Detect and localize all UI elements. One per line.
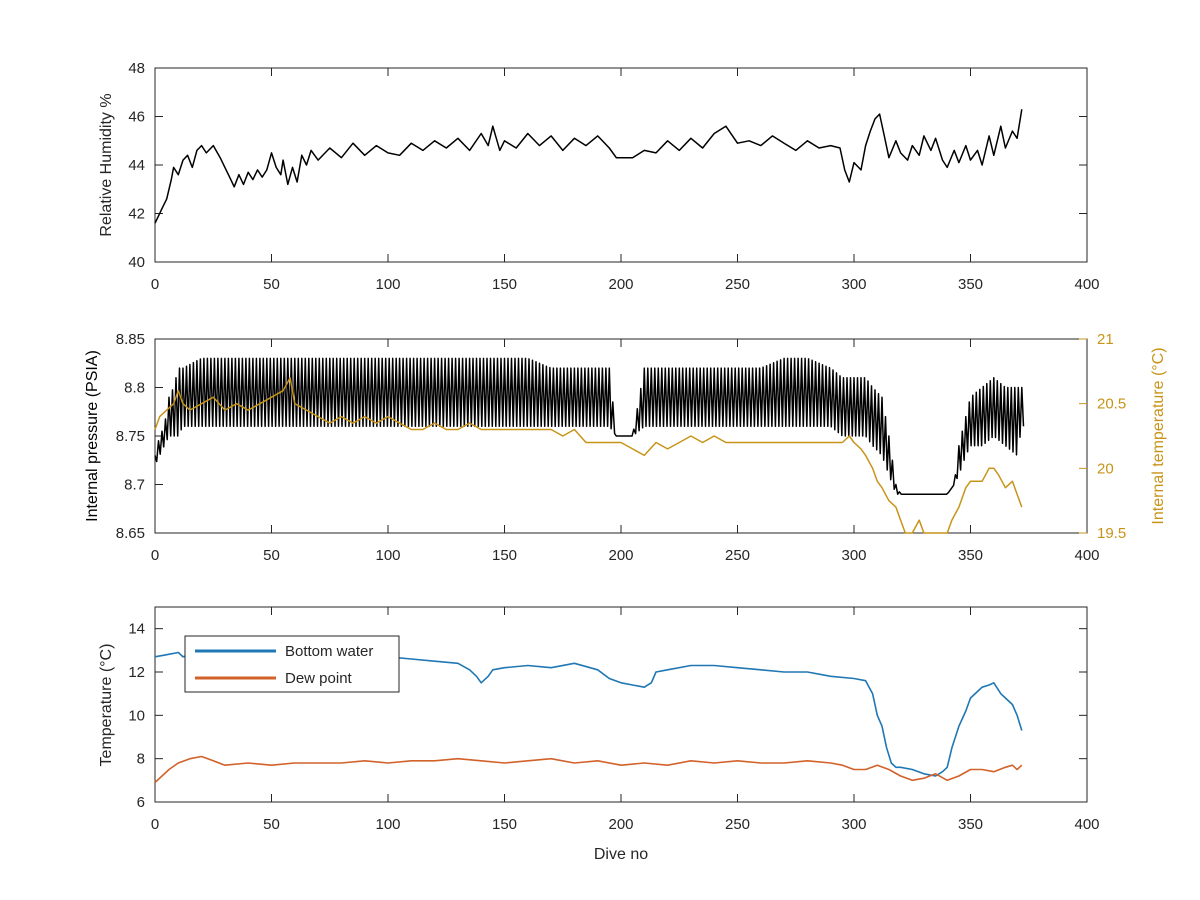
temperature-y-axis: 6 8 10 12 14 [128,621,1087,811]
x-tick-label: 150 [492,816,517,833]
y-tick-label: 8.8 [124,380,145,397]
x-tick-label: 50 [263,547,280,564]
y-tick-label: 8.7 [124,477,145,494]
right-y-tick-label: 20.5 [1097,396,1126,413]
humidity-series-0-line [154,109,1023,224]
x-tick-label: 0 [151,816,159,833]
x-tick-label: 50 [263,276,280,293]
x-tick-label: 150 [492,276,517,293]
x-tick-label: 350 [958,276,983,293]
x-tick-label: 100 [375,816,400,833]
pressure-series-1-line [154,377,1023,534]
right-y-tick-label: 21 [1097,331,1114,348]
x-tick-label: 100 [375,547,400,564]
y-tick-label: 40 [128,254,145,271]
x-tick-label: 0 [151,276,159,293]
pressure-x-axis: 0 50 100 150 200 250 300 350 400 [151,339,1100,564]
dew-point-line [154,755,1023,784]
x-tick-label: 250 [725,547,750,564]
y-tick-label: 48 [128,60,145,77]
legend: Bottom water Dew point [184,635,400,693]
x-tick-label: 200 [608,276,633,293]
y-tick-label: 8.75 [116,428,145,445]
pressure-y-axis-title: Internal pressure (PSIA) [84,350,101,522]
pressure-series [154,357,1025,534]
x-tick-label: 50 [263,816,280,833]
humidity-x-axis: 0 50 100 150 200 250 300 350 400 [151,68,1100,293]
y-tick-label: 12 [128,664,145,681]
legend-box [184,635,400,693]
y-tick-label: 8.85 [116,331,145,348]
x-tick-label: 150 [492,547,517,564]
humidity-series [154,109,1023,224]
pressure-panel: 0 50 100 150 200 250 300 350 400 8.658.78.758.88… [84,331,1167,564]
legend-label-bottom-water: Bottom water [285,643,373,660]
humidity-panel: 0 50 100 150 200 250 300 350 400 40 42 44 46 48 Rela… [98,60,1100,293]
y-tick-label: 42 [128,206,145,223]
x-tick-label: 200 [608,816,633,833]
internal-temperature-y-axis-title: Internal temperature (°C) [1150,347,1167,524]
x-tick-label: 200 [608,547,633,564]
y-tick-label: 46 [128,109,145,126]
y-tick-label: 8 [137,751,145,768]
x-tick-label: 400 [1074,816,1099,833]
x-tick-label: 350 [958,816,983,833]
y-tick-label: 8.65 [116,525,145,542]
x-tick-label: 300 [841,547,866,564]
y-tick-label: 44 [128,157,145,174]
temperature-right-axis: 19.5 20 20.5 21 [1079,331,1126,542]
x-tick-label: 0 [151,547,159,564]
temperature-y-axis-title: Temperature (°C) [98,644,115,767]
x-tick-label: 400 [1074,547,1099,564]
y-tick-label: 14 [128,621,145,638]
y-tick-label: 10 [128,707,145,724]
right-y-tick-label: 19.5 [1097,525,1126,542]
x-tick-label: 400 [1074,276,1099,293]
legend-label-dew-point: Dew point [285,670,353,687]
pressure-y-axis: 8.65 8.7 8.75 8.8 8.85 [116,331,163,542]
x-tick-label: 250 [725,276,750,293]
x-tick-label: 350 [958,547,983,564]
x-tick-label: 100 [375,276,400,293]
right-y-tick-label: 20 [1097,460,1114,477]
x-tick-label: 300 [841,276,866,293]
pressure-series-0-line [154,357,1025,495]
y-tick-label: 6 [137,794,145,811]
x-tick-label: 300 [841,816,866,833]
humidity-y-axis: 40 42 44 46 48 [128,60,1087,271]
x-axis-title: Dive no [594,846,648,863]
temperature-panel: 0 50 100 150 200 250 300 350 400 6 8 10 12 14 Temper… [98,606,1100,863]
humidity-y-axis-title: Relative Humidity % [98,93,115,236]
x-tick-label: 250 [725,816,750,833]
temperature-x-axis: 0 50 100 150 200 250 300 350 400 [151,607,1100,833]
